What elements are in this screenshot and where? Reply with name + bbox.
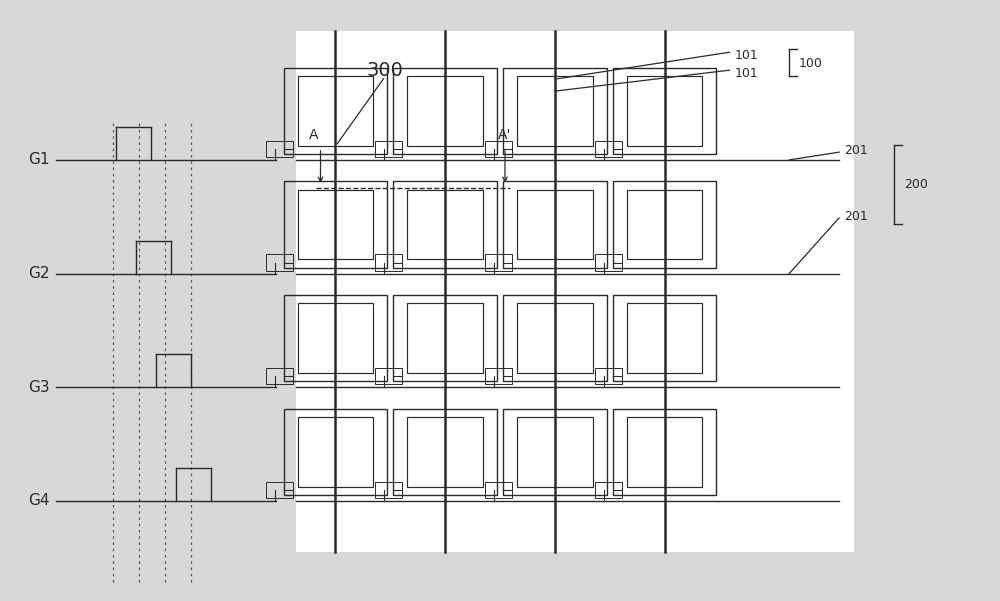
Bar (284, 182, 387, 267)
Bar (284, 409, 387, 495)
Bar (503, 295, 607, 381)
Bar (266, 141, 293, 157)
Bar (595, 141, 622, 157)
Bar (503, 409, 607, 495)
Text: G2: G2 (28, 266, 49, 281)
Bar (407, 304, 483, 373)
Bar (503, 182, 607, 267)
Bar (485, 141, 512, 157)
Text: G1: G1 (28, 153, 49, 168)
Bar (503, 68, 607, 154)
Bar (613, 409, 716, 495)
Text: 300: 300 (367, 61, 404, 80)
Bar (613, 295, 716, 381)
Bar (595, 482, 622, 498)
Bar (485, 482, 512, 498)
Text: 201: 201 (844, 144, 868, 157)
Bar (407, 76, 483, 145)
Bar (284, 295, 387, 381)
Bar (375, 368, 402, 384)
Bar (266, 368, 293, 384)
Bar (375, 254, 402, 270)
Bar (517, 417, 593, 487)
Text: A': A' (498, 128, 512, 142)
Bar (393, 68, 497, 154)
Bar (298, 190, 373, 259)
Bar (613, 68, 716, 154)
Bar (517, 304, 593, 373)
Bar (284, 68, 387, 154)
Bar (595, 254, 622, 270)
Bar (296, 31, 854, 552)
Bar (595, 368, 622, 384)
Bar (298, 304, 373, 373)
Text: 101: 101 (734, 67, 758, 80)
Bar (266, 482, 293, 498)
Bar (517, 76, 593, 145)
Text: G4: G4 (28, 493, 49, 508)
Bar (407, 417, 483, 487)
Text: 100: 100 (799, 56, 823, 70)
Bar (627, 304, 702, 373)
Bar (298, 417, 373, 487)
Bar (627, 417, 702, 487)
Bar (375, 141, 402, 157)
Bar (485, 368, 512, 384)
Bar (627, 190, 702, 259)
Bar (407, 190, 483, 259)
Bar (298, 76, 373, 145)
Bar (517, 190, 593, 259)
Bar (393, 182, 497, 267)
Text: 201: 201 (844, 210, 868, 223)
Bar (393, 295, 497, 381)
Bar (375, 482, 402, 498)
Text: 101: 101 (734, 49, 758, 62)
Bar (627, 76, 702, 145)
Bar (485, 254, 512, 270)
Text: 200: 200 (904, 178, 928, 191)
Bar (393, 409, 497, 495)
Text: A: A (309, 128, 318, 142)
Text: G3: G3 (28, 380, 49, 395)
Bar (613, 182, 716, 267)
Bar (266, 254, 293, 270)
